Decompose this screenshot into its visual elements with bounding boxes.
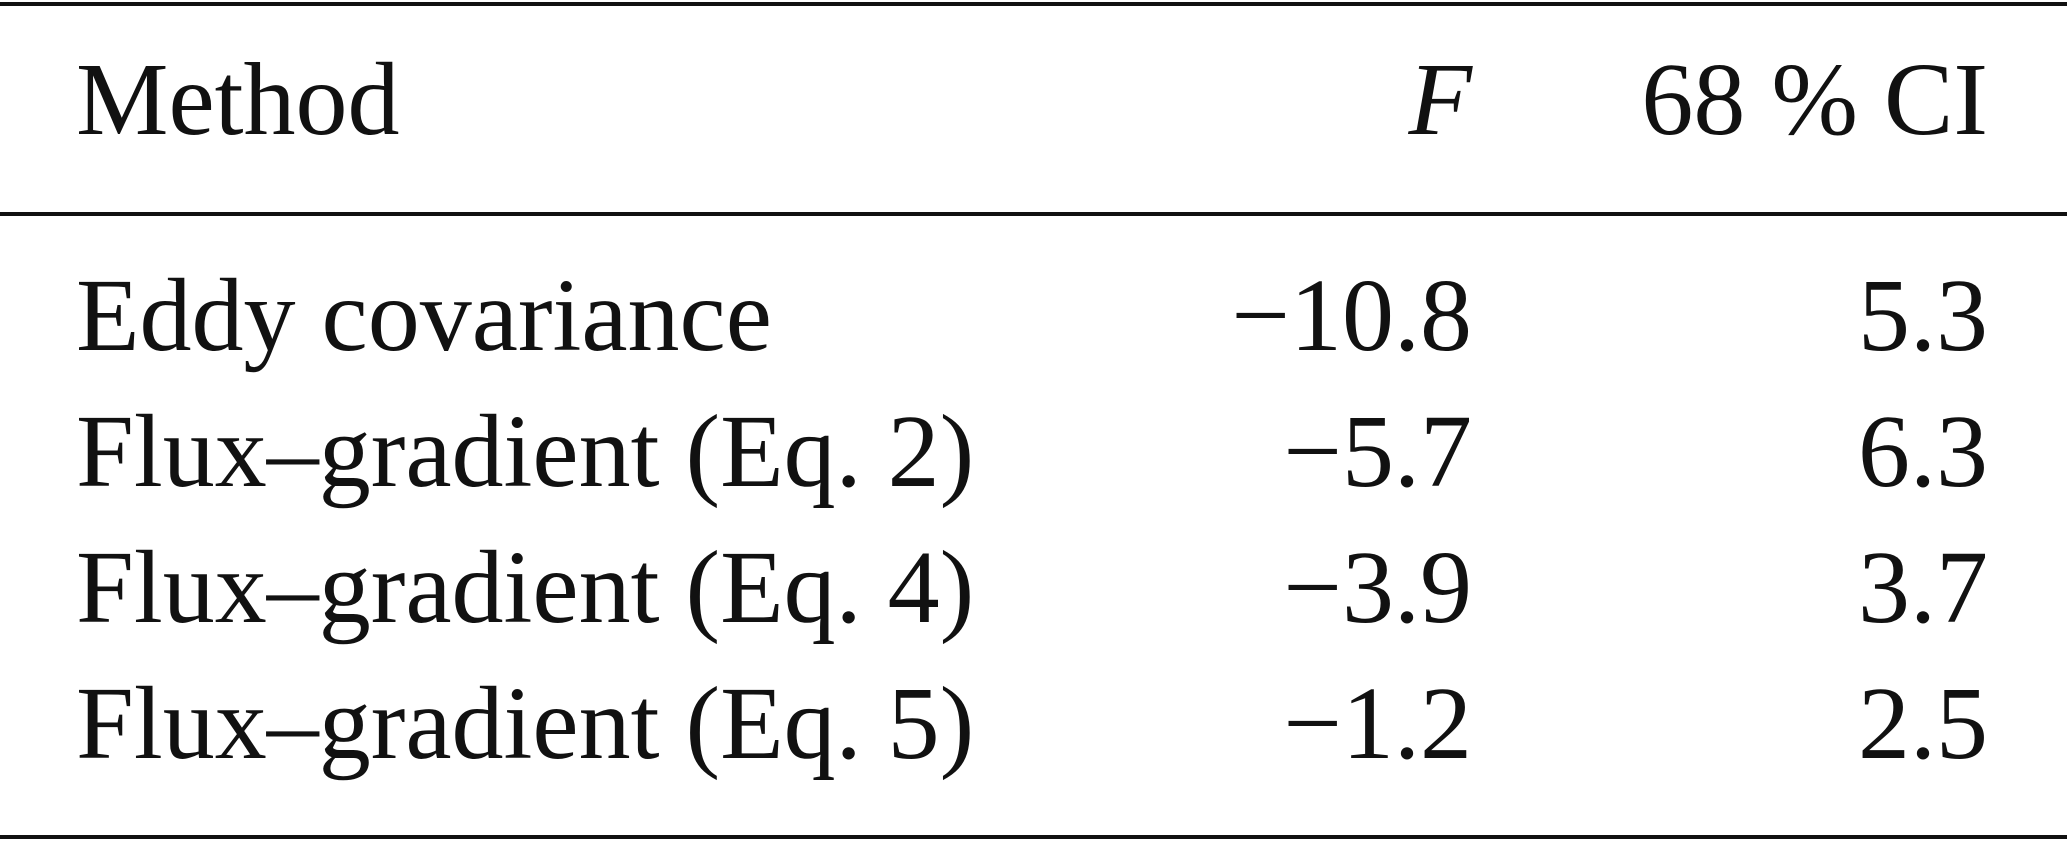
table-cell: −5.7 bbox=[1283, 394, 1472, 509]
table-cell: Flux–gradient (Eq. 5) bbox=[76, 666, 974, 781]
table-cell: 6.3 bbox=[1858, 394, 1988, 509]
table-cell: Flux–gradient (Eq. 4) bbox=[76, 530, 974, 645]
table-cell: 5.3 bbox=[1858, 258, 1988, 373]
table-cell: −3.9 bbox=[1283, 530, 1472, 645]
table-cell: −1.2 bbox=[1283, 666, 1472, 781]
table-cell: 2.5 bbox=[1858, 666, 1988, 781]
header-cell: 68 % CI bbox=[1641, 42, 1988, 157]
table-cell: Flux–gradient (Eq. 2) bbox=[76, 394, 974, 509]
header-cell: F bbox=[1407, 42, 1473, 157]
table-cell: −10.8 bbox=[1231, 258, 1472, 373]
table-cell: 3.7 bbox=[1858, 530, 1988, 645]
table-cell: Eddy covariance bbox=[76, 258, 772, 373]
header-cell: Method bbox=[76, 42, 400, 157]
